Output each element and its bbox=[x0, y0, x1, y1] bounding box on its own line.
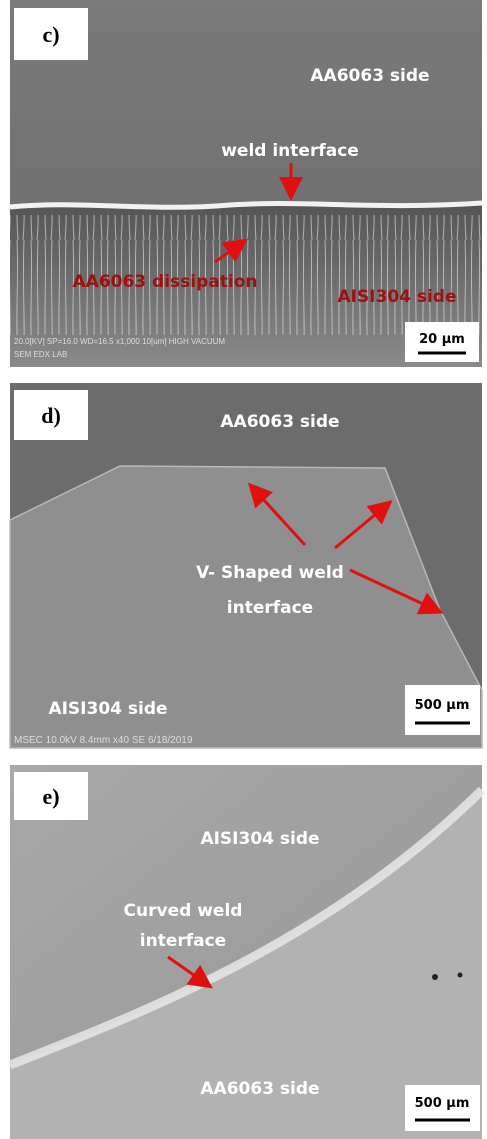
annotation: AISI304 side bbox=[200, 829, 319, 849]
annotation: Curved weld bbox=[124, 901, 243, 921]
annotation: weld interface bbox=[221, 141, 359, 161]
panel-e: e) AISI304 side Curved weld interface AA… bbox=[10, 765, 482, 1139]
annotation: AA6063 dissipation bbox=[73, 272, 258, 292]
annotation: AA6063 side bbox=[310, 66, 429, 86]
annotation: interface bbox=[227, 598, 313, 618]
panel-label: d) bbox=[41, 403, 61, 428]
panel-label: c) bbox=[42, 22, 59, 47]
figure: c) AA6063 side weld interface AA6063 dis… bbox=[0, 0, 487, 1139]
annotation: AISI304 side bbox=[48, 699, 167, 719]
scale-bar-label: 500 µm bbox=[415, 1096, 470, 1111]
interface-line bbox=[10, 203, 482, 207]
panel-label: e) bbox=[42, 784, 59, 809]
sem-info: MSEC 10.0kV 8.4mm x40 SE 6/18/2019 bbox=[14, 735, 193, 746]
pore bbox=[458, 973, 463, 978]
sem-info: 20.0[KV] SP=16.0 WD=16.5 x1,000 10[um] H… bbox=[14, 337, 225, 346]
panel-c: c) AA6063 side weld interface AA6063 dis… bbox=[10, 0, 482, 367]
scale-bar-label: 500 µm bbox=[415, 698, 470, 713]
annotation: AA6063 side bbox=[220, 412, 339, 432]
panel-d: d) AA6063 side V- Shaped weld interface … bbox=[10, 383, 482, 748]
pore bbox=[432, 974, 438, 980]
annotation: AISI304 side bbox=[337, 287, 456, 307]
annotation: interface bbox=[140, 931, 226, 951]
annotation: AA6063 side bbox=[200, 1079, 319, 1099]
annotation: V- Shaped weld bbox=[196, 563, 344, 583]
sem-info: SEM EDX LAB bbox=[14, 350, 67, 359]
scale-bar-label: 20 µm bbox=[419, 332, 465, 347]
